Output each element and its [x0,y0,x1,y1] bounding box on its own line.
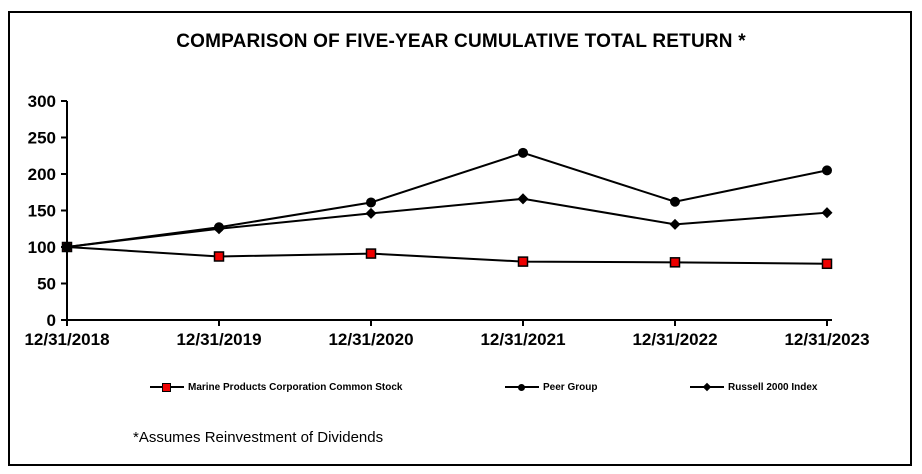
y-axis-tick-label: 200 [28,165,56,184]
chart-border-frame [8,11,912,466]
circle-marker-icon [366,197,376,208]
x-axis-tick-label: 12/31/2018 [24,330,109,349]
series-line-1 [66,151,828,248]
series-line-2 [66,197,828,248]
legend-label: Russell 2000 Index [728,381,818,393]
legend-square-marker-icon [150,382,184,393]
y-axis-tick-label: 50 [37,275,56,294]
diamond-marker-icon [365,207,377,219]
circle-marker-icon [822,165,832,176]
square-marker-icon [821,258,833,270]
legend-diamond-marker-icon [690,382,724,393]
chart-footnote: *Assumes Reinvestment of Dividends [133,429,384,446]
y-axis-tick-label: 100 [28,238,56,257]
square-marker-icon [669,257,681,268]
x-axis-tick-label: 12/31/2022 [632,330,717,349]
diamond-marker-icon [61,241,73,253]
circle-marker-icon [518,147,528,158]
square-marker-icon [365,248,377,259]
y-axis-tick-label: 0 [47,311,56,330]
legend-label: Marine Products Corporation Common Stock [188,381,403,393]
y-axis-tick-label: 300 [28,92,56,111]
diamond-marker-icon [669,218,681,230]
square-marker-icon [517,256,529,267]
legend-item: Marine Products Corporation Common Stock [150,380,402,394]
legend-item: Peer Group [505,380,597,394]
series-line-0 [66,246,828,265]
axis-lines [66,101,832,321]
x-axis-tick-label: 12/31/2023 [784,330,869,349]
diamond-marker-icon [821,207,833,219]
square-marker-icon [213,251,225,262]
chart-title: COMPARISON OF FIVE-YEAR CUMULATIVE TOTAL… [176,31,746,52]
legend-circle-marker-icon [505,382,539,393]
x-axis-tick-label: 12/31/2019 [176,330,261,349]
diamond-marker-icon [213,223,225,235]
x-axis-tick-label: 12/31/2021 [480,330,565,349]
circle-marker-icon [670,196,680,207]
legend-item: Russell 2000 Index [690,380,818,394]
diamond-marker-icon [517,193,529,205]
legend-label: Peer Group [543,381,598,393]
y-axis-tick-label: 150 [28,202,56,221]
y-axis-tick-label: 250 [28,129,56,148]
x-axis-tick-label: 12/31/2020 [328,330,413,349]
